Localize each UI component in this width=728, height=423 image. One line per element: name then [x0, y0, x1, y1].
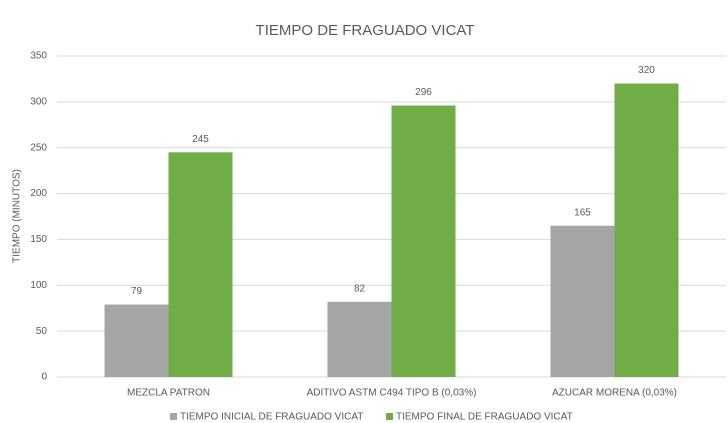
y-tick-label: 200 — [30, 188, 47, 199]
legend-swatch — [170, 413, 177, 420]
bar — [104, 304, 169, 377]
data-label: 82 — [354, 283, 366, 294]
y-tick-label: 100 — [30, 280, 47, 291]
bar — [168, 152, 233, 377]
chart-title: TIEMPO DE FRAGUADO VICAT — [256, 22, 475, 39]
y-axis-label: TIEMPO (MINUTOS) — [12, 169, 23, 263]
legend-label: TIEMPO FINAL DE FRAGUADO VICAT — [396, 412, 573, 423]
legend-swatch — [386, 413, 393, 420]
y-tick-label: 0 — [41, 372, 47, 383]
y-tick-label: 250 — [30, 142, 47, 153]
x-tick-label: AZUCAR MORENA (0,03%) — [552, 388, 677, 399]
bar — [327, 301, 392, 377]
legend-label: TIEMPO INICIAL DE FRAGUADO VICAT — [180, 412, 363, 423]
x-tick-label: MEZCLA PATRON — [127, 388, 210, 399]
y-tick-label: 150 — [30, 234, 47, 245]
bar — [391, 105, 456, 378]
data-label: 79 — [131, 286, 143, 297]
y-tick-label: 300 — [30, 96, 47, 107]
data-label: 245 — [192, 134, 209, 145]
bar — [550, 225, 615, 377]
bar — [614, 83, 679, 377]
y-tick-label: 350 — [30, 51, 47, 62]
data-label: 320 — [638, 65, 655, 76]
y-tick-label: 50 — [36, 326, 48, 337]
x-tick-label: ADITIVO ASTM C494 TIPO B (0,03%) — [307, 388, 477, 399]
data-label: 165 — [574, 207, 591, 218]
data-label: 296 — [415, 87, 432, 98]
